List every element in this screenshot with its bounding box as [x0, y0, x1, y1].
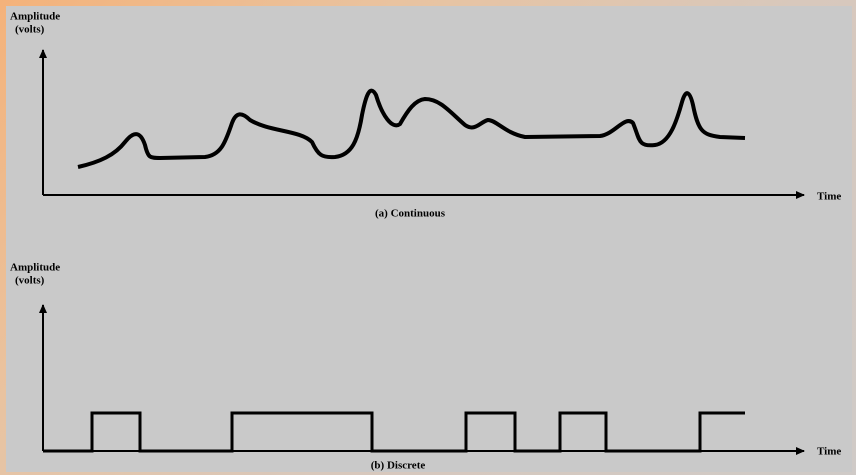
continuous-signal: [77, 88, 746, 169]
discrete-signal: [43, 411, 745, 453]
time-label: Time: [817, 191, 841, 203]
amplitude-label: Amplitude: [10, 262, 60, 274]
amplitude-unit: (volts): [15, 24, 45, 36]
continuous-panel: Amplitude (volts) Time (a) Continuous: [10, 11, 841, 220]
caption: (a) Continuous: [375, 208, 446, 220]
time-label: Time: [817, 446, 841, 458]
caption: (b) Discrete: [371, 460, 426, 472]
amplitude-unit: (volts): [15, 275, 45, 287]
amplitude-label: Amplitude: [10, 11, 60, 23]
panel-background: [6, 6, 852, 472]
discrete-panel: Amplitude (volts) Time (b) Discrete: [10, 262, 841, 472]
